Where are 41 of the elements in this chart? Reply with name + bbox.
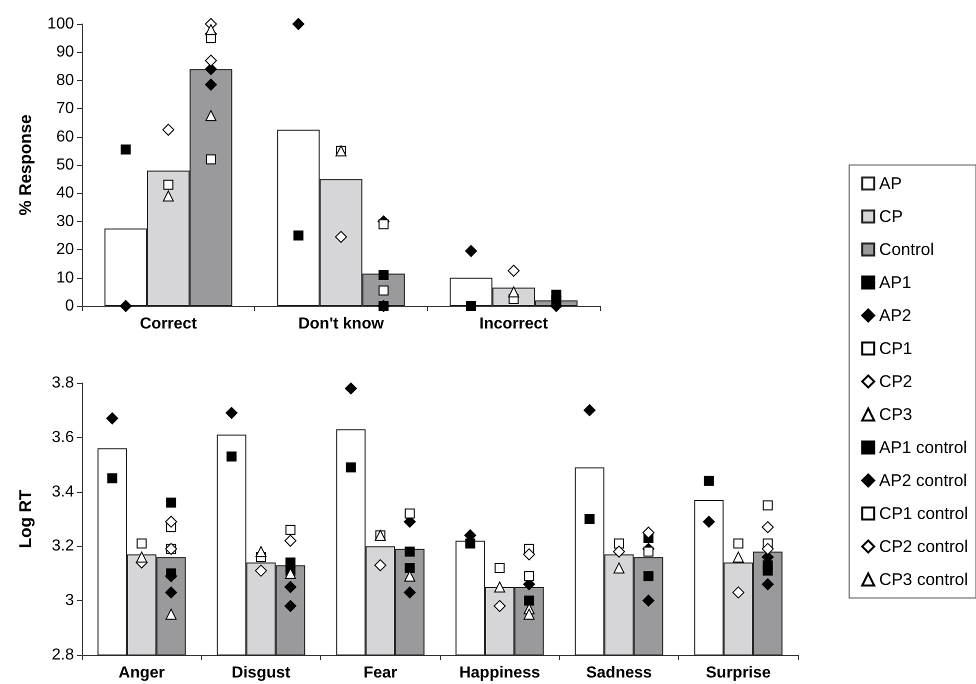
y-tick-label: 100 [47, 16, 74, 32]
y-tick-label: 70 [56, 100, 74, 118]
y-tick-label: 3 [65, 592, 74, 610]
x-tick-label: Fear [363, 664, 398, 682]
y-tick-label: 40 [56, 184, 74, 202]
legend-label: Control [879, 240, 934, 259]
legend-label: CP3 [879, 405, 912, 424]
y-tick-label: 3.8 [52, 374, 74, 392]
y-tick-label: 20 [56, 241, 74, 258]
legend-label: AP1 control [879, 438, 968, 457]
legend-label: CP2 control [879, 537, 968, 556]
legend-label: CP1 control [879, 504, 968, 523]
y-tick-label: 50 [56, 156, 74, 174]
y-axis-title: Log RT [16, 489, 35, 548]
legend-label: AP2 control [879, 471, 968, 490]
legend-label: CP1 [879, 339, 912, 358]
legend-label: AP2 [879, 306, 912, 325]
legend-label: CP [879, 207, 903, 226]
y-tick-label: 3.4 [52, 483, 74, 500]
y-tick-label: 80 [56, 72, 74, 89]
x-tick-label: Happiness [459, 664, 540, 682]
x-tick-label: Correct [140, 316, 198, 332]
legend-label: AP [879, 174, 902, 193]
y-tick-label: 60 [56, 128, 74, 146]
x-tick-label: Incorrect [479, 316, 549, 332]
y-axis-title: % Response [16, 114, 35, 216]
x-tick-label: Don't know [298, 316, 384, 332]
x-tick-label: Disgust [232, 664, 292, 682]
y-tick-label: 3.6 [52, 428, 74, 446]
legend-label: CP3 control [879, 570, 968, 589]
y-tick-label: 3.2 [52, 538, 74, 555]
y-tick-label: 90 [56, 44, 74, 61]
y-tick-label: 0 [65, 298, 74, 314]
x-tick-label: Sadness [586, 664, 652, 682]
legend-label: AP1 [879, 273, 912, 292]
x-tick-label: Anger [118, 664, 165, 682]
legend-label: CP2 [879, 372, 912, 391]
y-tick-label: 2.8 [52, 646, 74, 664]
y-tick-label: 30 [56, 212, 74, 230]
x-tick-label: Surprise [706, 664, 771, 682]
y-tick-label: 10 [56, 269, 74, 286]
